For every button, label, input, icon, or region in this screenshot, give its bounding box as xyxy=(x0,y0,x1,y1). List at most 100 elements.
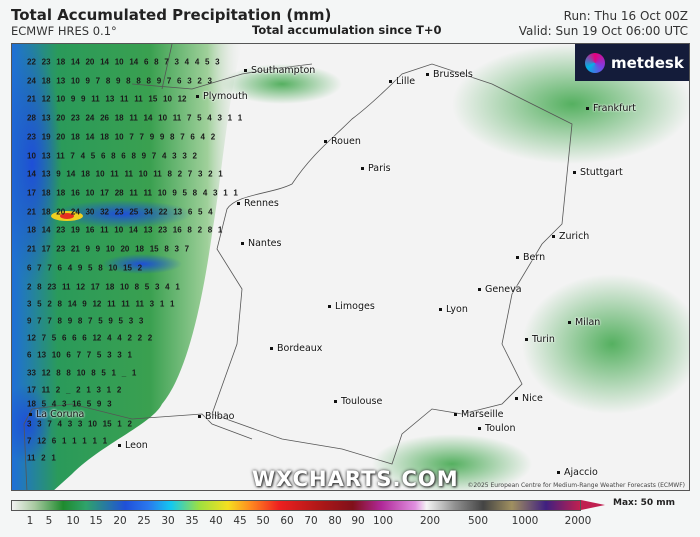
valid-time: Valid: Sun 19 Oct 06:00 UTC xyxy=(518,24,688,38)
precip-value-row: 11 2 1 xyxy=(27,453,56,463)
colorbar-arrow-icon xyxy=(581,500,605,510)
city-name: Toulon xyxy=(485,423,516,434)
city-name: Brussels xyxy=(433,69,473,80)
city-dot-icon xyxy=(389,80,392,83)
city-dot-icon xyxy=(328,305,331,308)
city-dot-icon xyxy=(198,415,201,418)
chart-title: Total Accumulated Precipitation (mm) xyxy=(11,6,332,24)
colorbar-tick: 50 xyxy=(256,515,270,527)
precip-value-row: 24 18 13 10 9 7 8 9 8 8 8 9 7 6 3 2 3 xyxy=(27,76,212,86)
precip-value-row: 10 13 11 7 4 5 6 8 6 8 9 7 4 3 3 2 xyxy=(27,151,197,160)
colorbar-tick: 1 xyxy=(26,515,34,527)
max-label: Max: 50 mm xyxy=(613,498,675,508)
city-name: Turin xyxy=(532,334,555,345)
city-name: Limoges xyxy=(335,301,375,312)
precip-value-row: 3 5 2 8 14 9 12 11 11 11 3 1 1 xyxy=(27,299,175,309)
city-dot-icon xyxy=(568,321,571,324)
city-name: Paris xyxy=(368,163,391,174)
precip-value-row: 23 19 20 18 14 18 10 7 7 9 9 8 7 6 4 2 xyxy=(27,132,216,142)
city-rouen: Rouen xyxy=(324,137,361,147)
city-bordeaux: Bordeaux xyxy=(270,344,322,354)
city-name: Bilbao xyxy=(205,411,235,422)
metdesk-logo: metdesk xyxy=(575,44,689,81)
city-name: Zurich xyxy=(559,231,590,242)
city-dot-icon xyxy=(478,288,481,291)
city-dot-icon xyxy=(586,107,589,110)
city-dot-icon xyxy=(361,167,364,170)
city-name: Marseille xyxy=(461,409,504,420)
precip-value-row: 21 18 20 24 30 32 23 25 34 22 13 6 5 4 xyxy=(27,207,213,217)
colorbar-tick: 10 xyxy=(66,515,80,527)
city-southampton: Southampton xyxy=(244,66,315,76)
city-bern: Bern xyxy=(516,253,545,263)
colorbar-tick: 100 xyxy=(372,515,394,527)
city-rennes: Rennes xyxy=(237,199,279,209)
city-dot-icon xyxy=(237,202,240,205)
copyright: ©2025 European Centre for Medium-Range W… xyxy=(467,482,685,489)
city-milan: Milan xyxy=(568,318,600,328)
accumulation-subtitle: Total accumulation since T+0 xyxy=(252,23,442,37)
city-leon: Leon xyxy=(118,441,148,451)
city-name: Frankfurt xyxy=(593,103,637,114)
city-zurich: Zurich xyxy=(552,232,589,242)
precip-value-row: 3 3 7 4 3 3 10 15 1 2 xyxy=(27,419,132,429)
city-name: Southampton xyxy=(251,65,316,76)
city-dot-icon xyxy=(29,413,32,416)
precip-value-row: 12 7 5 6 6 6 12 4 4 2 2 2 xyxy=(27,333,153,343)
city-dot-icon xyxy=(454,413,457,416)
city-name: Toulouse xyxy=(341,396,383,407)
precip-value-row: 2 8 23 11 12 17 18 10 8 5 3 4 1 xyxy=(27,282,180,292)
city-nantes: Nantes xyxy=(241,239,281,249)
precip-value-row: 14 13 9 14 18 10 11 11 10 11 8 2 7 3 2 1 xyxy=(27,169,223,179)
precip-value-row: 22 23 18 14 20 14 10 14 6 8 7 3 4 4 5 3 xyxy=(27,57,220,67)
city-limoges: Limoges xyxy=(328,302,375,312)
city-name: Nice xyxy=(522,393,543,404)
watermark: WXCHARTS.COM xyxy=(252,467,459,491)
city-name: Bordeaux xyxy=(277,343,323,354)
precip-value-row: 33 12 8 8 10 8 5 1 _ 1 xyxy=(27,368,137,377)
colorbar-tick: 40 xyxy=(209,515,223,527)
metdesk-star-icon xyxy=(585,52,605,73)
colorbar-tick: 30 xyxy=(161,515,175,527)
city-dot-icon xyxy=(525,338,528,341)
colorbar-tick: 15 xyxy=(89,515,103,527)
city-name: Rennes xyxy=(244,198,279,209)
city-dot-icon xyxy=(516,256,519,259)
colorbar-tick: 70 xyxy=(304,515,318,527)
city-name: Stuttgart xyxy=(580,167,623,178)
model-label: ECMWF HRES 0.1° xyxy=(11,24,117,38)
city-name: Lille xyxy=(396,76,416,87)
precip-value-row: 21 17 23 21 9 9 10 20 18 15 8 3 7 xyxy=(27,244,190,254)
city-frankfurt: Frankfurt xyxy=(586,104,636,114)
city-dot-icon xyxy=(573,171,576,174)
city-ajaccio: Ajaccio xyxy=(557,468,598,478)
city-dot-icon xyxy=(426,73,429,76)
precip-value-row: 28 13 20 23 24 26 18 11 14 10 11 7 5 4 3… xyxy=(27,113,243,123)
city-dot-icon xyxy=(118,444,121,447)
city-brussels: Brussels xyxy=(426,70,473,80)
city-name: Leon xyxy=(125,440,148,451)
city-dot-icon xyxy=(439,308,442,311)
city-dot-icon xyxy=(478,427,481,430)
city-name: Milan xyxy=(575,317,601,328)
city-dot-icon xyxy=(334,400,337,403)
precipitation-map: 22 23 18 14 20 14 10 14 6 8 7 3 4 4 5 3 2… xyxy=(11,43,690,491)
city-nice: Nice xyxy=(515,394,543,404)
city-name: Lyon xyxy=(446,304,468,315)
city-toulon: Toulon xyxy=(478,424,516,434)
run-time: Run: Thu 16 Oct 00Z xyxy=(563,9,688,23)
city-name: Ajaccio xyxy=(564,467,598,478)
city-la-coruna: La Coruna xyxy=(29,410,84,420)
city-dot-icon xyxy=(270,347,273,350)
city-marseille: Marseille xyxy=(454,410,503,420)
city-lille: Lille xyxy=(389,77,415,87)
precip-value-row: 18 14 23 19 16 11 10 14 13 23 16 8 2 8 1 xyxy=(27,225,223,235)
city-dot-icon xyxy=(557,471,560,474)
city-turin: Turin xyxy=(525,335,555,345)
colorbar-tick: 20 xyxy=(113,515,127,527)
city-name: Rouen xyxy=(331,136,361,147)
colorbar-tick: 200 xyxy=(419,515,441,527)
colorbar-tick: 5 xyxy=(45,515,53,527)
city-name: Geneva xyxy=(485,284,522,295)
precip-value-row: 9 7 7 8 9 8 7 5 9 5 3 3 xyxy=(27,316,144,326)
